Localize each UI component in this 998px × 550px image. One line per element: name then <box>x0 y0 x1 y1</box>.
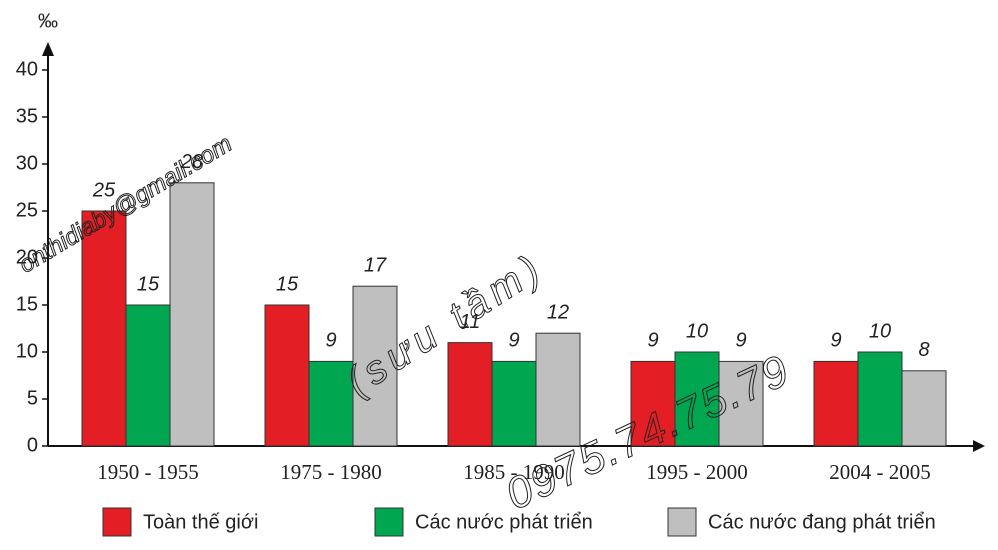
legend-swatch <box>667 507 697 537</box>
y-tick-label: 25 <box>16 199 38 221</box>
y-tick-label: 10 <box>16 340 38 362</box>
bar <box>857 351 903 447</box>
x-tick-label: 2004 - 2005 <box>829 460 931 484</box>
value-label: 15 <box>137 273 160 295</box>
bar <box>491 360 537 447</box>
value-label: 10 <box>869 320 891 342</box>
x-axis-arrow <box>973 440 985 452</box>
value-label: 11 <box>460 311 481 333</box>
bar <box>901 370 947 447</box>
legend-swatch <box>374 507 404 537</box>
value-label: 9 <box>647 330 658 352</box>
bar <box>264 304 310 447</box>
y-tick-label: 30 <box>16 152 38 174</box>
bar <box>718 360 764 447</box>
bar <box>81 210 127 447</box>
y-tick-label: 0 <box>27 434 38 456</box>
value-label: 12 <box>547 301 569 323</box>
y-tick-label: 15 <box>16 293 38 315</box>
bar <box>308 360 354 447</box>
legend-label: Các nước phát triển <box>415 511 593 533</box>
x-tick-label: 1950 - 1955 <box>97 460 199 484</box>
y-tick-label: 20 <box>16 246 38 268</box>
value-label: 25 <box>92 179 116 201</box>
legend-swatch <box>102 507 132 537</box>
bar <box>813 360 859 447</box>
bar <box>352 285 398 447</box>
value-label: 8 <box>918 339 929 361</box>
value-label: 15 <box>276 273 299 295</box>
value-label: 9 <box>508 330 519 352</box>
legend-label: Toàn thế giới <box>143 511 258 533</box>
value-label: 10 <box>686 320 708 342</box>
x-tick-label: 1985 - 1990 <box>463 460 565 484</box>
bar <box>674 351 720 447</box>
value-label: 17 <box>364 254 387 276</box>
y-axis-label: ‰ <box>38 10 58 32</box>
y-axis-arrow <box>42 42 54 56</box>
bar <box>125 304 171 447</box>
value-label: 9 <box>325 330 336 352</box>
bar <box>169 182 215 447</box>
y-tick-label: 35 <box>16 105 38 127</box>
y-tick-label: 5 <box>27 387 38 409</box>
value-label: 9 <box>830 330 841 352</box>
bar <box>630 360 676 447</box>
x-tick-label: 1975 - 1980 <box>280 460 382 484</box>
value-label: 28 <box>180 151 203 173</box>
bar <box>535 332 581 447</box>
value-label: 9 <box>735 330 746 352</box>
legend-label: Các nước đang phát triển <box>708 511 936 533</box>
x-tick-label: 1995 - 2000 <box>646 460 748 484</box>
bar <box>447 342 493 447</box>
y-tick-label: 40 <box>16 58 38 80</box>
